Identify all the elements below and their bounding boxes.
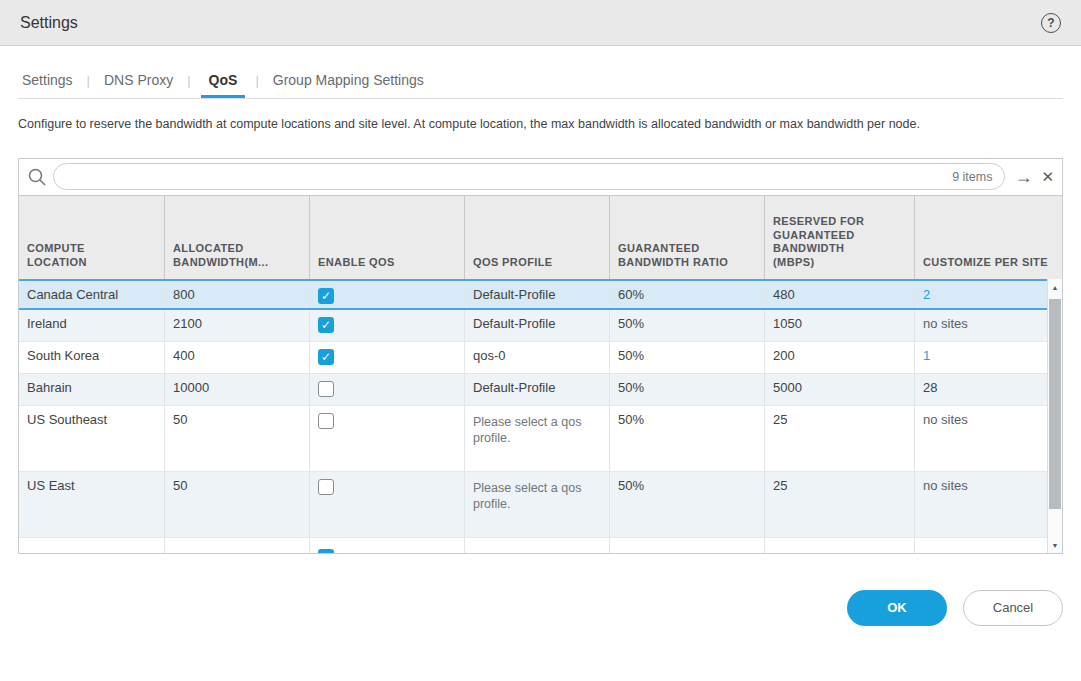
qos-profile-cell[interactable]: Default-Profile (465, 374, 610, 405)
compute-location-cell: South Korea (19, 342, 165, 373)
table-row-partial[interactable]: ✓ (19, 538, 1062, 553)
enable-qos-checkbox[interactable]: ✓ (318, 288, 334, 304)
tab-separator: | (255, 73, 258, 98)
customize-per-site-link[interactable]: 2 (923, 287, 930, 302)
allocated-bandwidth-cell: 2100 (165, 310, 310, 341)
col-header-allocated-bandwidth[interactable]: ALLOCATED BANDWIDTH(M... (165, 196, 310, 279)
tab-qos[interactable]: QoS (201, 72, 246, 98)
table-body: Canada Central 800 ✓ Default-Profile 60%… (19, 279, 1062, 553)
compute-location-cell: US East (19, 472, 165, 537)
compute-location-cell: Bahrain (19, 374, 165, 405)
dialog-footer: OK Cancel (18, 590, 1063, 626)
allocated-bandwidth-cell: 50 (165, 406, 310, 471)
bandwidth-ratio-cell: 50% (610, 472, 765, 537)
settings-dialog: Settings ? Settings | DNS Proxy | QoS | … (0, 0, 1081, 681)
enable-qos-checkbox[interactable]: ✓ (318, 381, 334, 397)
col-header-reserved-guaranteed-bandwidth[interactable]: RESERVED FOR GUARANTEED BANDWIDTH (MBPS) (765, 196, 915, 279)
col-header-customize-per-site[interactable]: CUSTOMIZE PER SITE (915, 196, 1062, 279)
allocated-bandwidth-cell: 400 (165, 342, 310, 373)
table-row[interactable]: Canada Central 800 ✓ Default-Profile 60%… (19, 279, 1062, 310)
customize-per-site-link[interactable]: 1 (923, 348, 930, 363)
reserved-bandwidth-cell: 25 (765, 472, 915, 537)
filter-toolbar: 9 items → ✕ (18, 158, 1063, 196)
reserved-bandwidth-cell: 25 (765, 406, 915, 471)
cancel-button[interactable]: Cancel (963, 590, 1063, 626)
bandwidth-ratio-cell: 50% (610, 342, 765, 373)
table-row[interactable]: Bahrain 10000 ✓ Default-Profile 50% 5000… (19, 374, 1062, 406)
qos-profile-placeholder[interactable]: Please select a qos profile. (465, 406, 610, 471)
scroll-up-icon[interactable]: ▲ (1048, 284, 1062, 291)
apply-filter-icon[interactable]: → (1014, 168, 1032, 186)
table-row[interactable]: Ireland 2100 ✓ Default-Profile 50% 1050 … (19, 310, 1062, 342)
allocated-bandwidth-cell: 50 (165, 472, 310, 537)
compute-location-cell: Canada Central (19, 281, 165, 308)
table-header: COMPUTE LOCATION ALLOCATED BANDWIDTH(M..… (19, 196, 1062, 279)
ok-button[interactable]: OK (847, 590, 947, 626)
tab-bar: Settings | DNS Proxy | QoS | Group Mappi… (18, 72, 1063, 99)
clear-filter-icon[interactable]: ✕ (1041, 169, 1054, 184)
help-icon[interactable]: ? (1041, 13, 1061, 33)
col-header-guaranteed-bandwidth-ratio[interactable]: GUARANTEED BANDWIDTH RATIO (610, 196, 765, 279)
tab-group-mapping-settings[interactable]: Group Mapping Settings (269, 72, 428, 98)
customize-per-site-value: 28 (915, 374, 1062, 405)
compute-location-cell: US Southeast (19, 406, 165, 471)
reserved-bandwidth-cell: 5000 (765, 374, 915, 405)
col-header-qos-profile[interactable]: QOS PROFILE (465, 196, 610, 279)
bandwidth-ratio-cell: 50% (610, 374, 765, 405)
reserved-bandwidth-cell: 200 (765, 342, 915, 373)
search-icon (27, 167, 47, 187)
tab-dns-proxy[interactable]: DNS Proxy (100, 72, 177, 98)
check-icon: ✓ (321, 351, 331, 363)
customize-per-site-value: no sites (915, 406, 1062, 471)
reserved-bandwidth-cell: 1050 (765, 310, 915, 341)
qos-description: Configure to reserve the bandwidth at co… (18, 115, 1028, 134)
enable-qos-checkbox[interactable]: ✓ (318, 549, 334, 553)
tab-separator: | (187, 73, 190, 98)
check-icon: ✓ (321, 319, 331, 331)
bandwidth-ratio-cell: 50% (610, 310, 765, 341)
qos-table: COMPUTE LOCATION ALLOCATED BANDWIDTH(M..… (18, 195, 1063, 554)
qos-profile-cell[interactable]: qos-0 (465, 342, 610, 373)
tab-separator: | (87, 73, 90, 98)
check-icon: ✓ (321, 290, 331, 302)
reserved-bandwidth-cell: 480 (765, 281, 915, 308)
search-input[interactable]: 9 items (53, 163, 1005, 190)
customize-per-site-value: no sites (915, 310, 1062, 341)
customize-per-site-value: no sites (915, 472, 1062, 537)
enable-qos-checkbox[interactable]: ✓ (318, 413, 334, 429)
bandwidth-ratio-cell: 60% (610, 281, 765, 308)
qos-profile-cell[interactable]: Default-Profile (465, 310, 610, 341)
table-row[interactable]: US East 50 ✓ Please select a qos profile… (19, 472, 1062, 538)
tab-settings[interactable]: Settings (18, 72, 77, 98)
dialog-content: Settings | DNS Proxy | QoS | Group Mappi… (0, 72, 1081, 626)
col-header-compute-location[interactable]: COMPUTE LOCATION (19, 196, 165, 279)
scrollbar-thumb[interactable] (1049, 299, 1061, 509)
qos-profile-cell[interactable]: Default-Profile (465, 281, 610, 308)
compute-location-cell: Ireland (19, 310, 165, 341)
dialog-titlebar: Settings ? (0, 0, 1081, 46)
enable-qos-checkbox[interactable]: ✓ (318, 317, 334, 333)
table-row[interactable]: South Korea 400 ✓ qos-0 50% 200 1 (19, 342, 1062, 374)
qos-profile-placeholder[interactable]: Please select a qos profile. (465, 472, 610, 537)
dialog-title: Settings (20, 14, 78, 32)
check-icon: ✓ (321, 551, 331, 553)
allocated-bandwidth-cell: 10000 (165, 374, 310, 405)
table-scrollbar[interactable]: ▲ ▼ (1047, 279, 1062, 553)
scroll-down-icon[interactable]: ▼ (1048, 542, 1062, 549)
col-header-enable-qos[interactable]: ENABLE QOS (310, 196, 465, 279)
table-row[interactable]: US Southeast 50 ✓ Please select a qos pr… (19, 406, 1062, 472)
enable-qos-checkbox[interactable]: ✓ (318, 349, 334, 365)
bandwidth-ratio-cell: 50% (610, 406, 765, 471)
allocated-bandwidth-cell: 800 (165, 281, 310, 308)
items-count-badge: 9 items (952, 170, 992, 184)
enable-qos-checkbox[interactable]: ✓ (318, 479, 334, 495)
